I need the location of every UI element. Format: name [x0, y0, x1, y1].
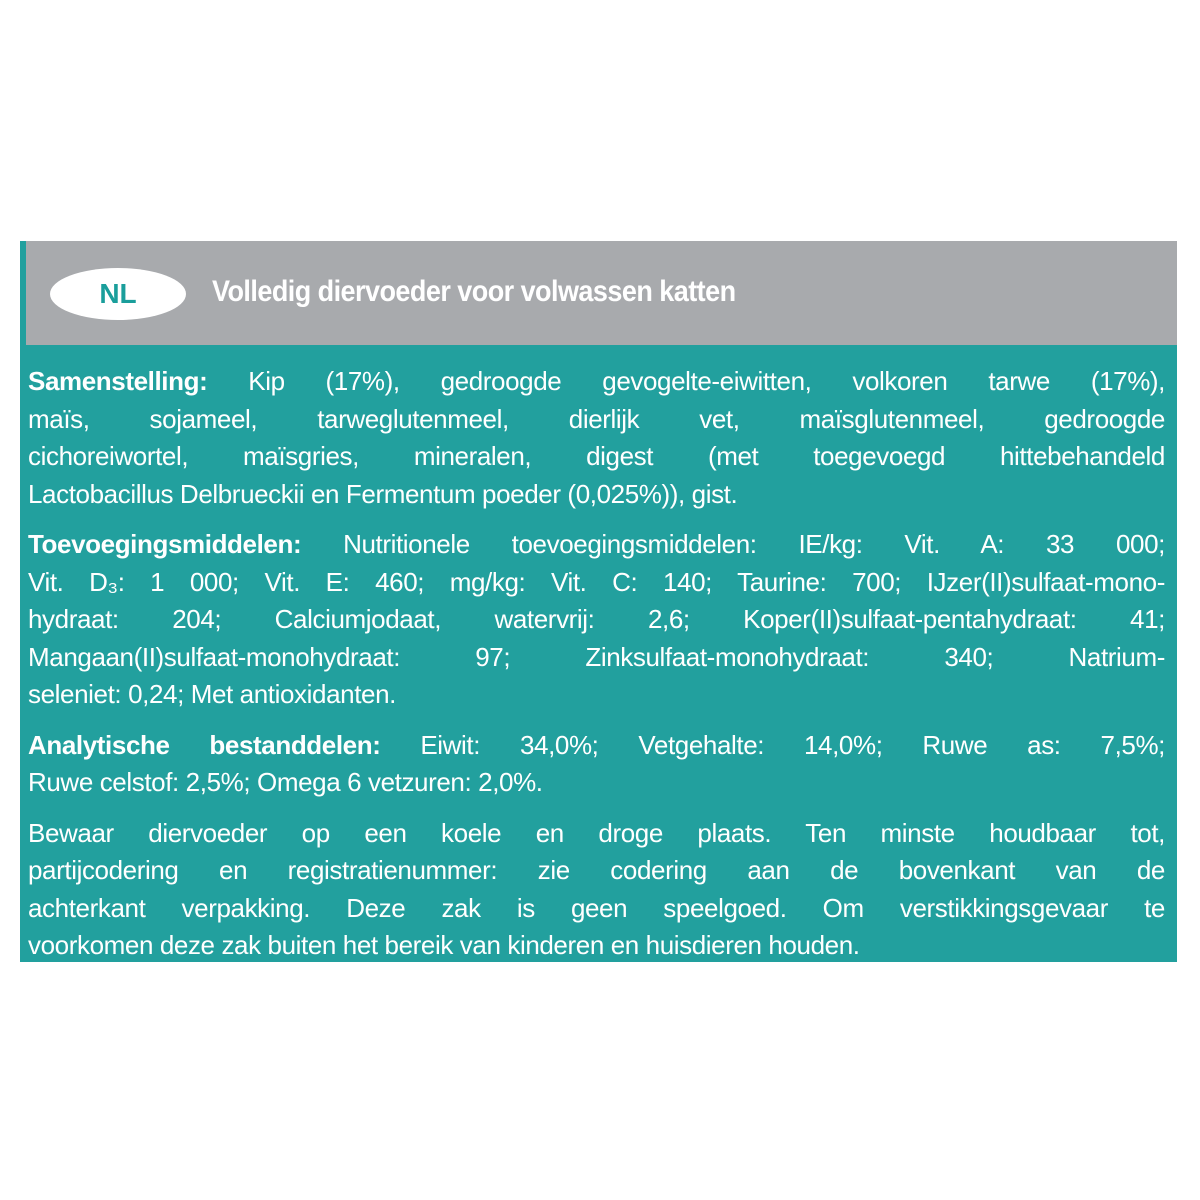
line-text: achterkant verpakking. Deze zak is geen …: [28, 892, 1165, 923]
header-band: NL Volledig diervoeder voor volwassen ka…: [26, 241, 1177, 345]
text-line: seleniet: 0,24; Met antioxidanten.: [28, 676, 1165, 714]
section-2: Toevoegingsmiddelen: Nutritionele toevoe…: [28, 526, 1165, 714]
text-line: Samenstelling: Kip (17%), gedroogde gevo…: [28, 363, 1165, 401]
text-line: Lactobacillus Delbrueckii en Fermentum p…: [28, 476, 1165, 514]
text-line: Analytische bestanddelen: Eiwit: 34,0%; …: [28, 727, 1165, 765]
line-text: Vit. D₃: 1 000; Vit. E: 460; mg/kg: Vit.…: [28, 566, 1165, 597]
section-label: Toevoegingsmiddelen:: [28, 529, 302, 559]
text-line: voorkomen deze zak buiten het bereik van…: [28, 927, 1165, 965]
section-4: Bewaar diervoeder op een koele en droge …: [28, 815, 1165, 965]
line-text: maïs, sojameel, tarweglutenmeel, dierlij…: [28, 403, 1165, 434]
line-text: Eiwit: 34,0%; Vetgehalte: 14,0%; Ruwe as…: [380, 729, 1165, 760]
product-title: Volledig diervoeder voor volwassen katte…: [212, 275, 736, 308]
text-line: hydraat: 204; Calciumjodaat, watervrij: …: [28, 601, 1165, 639]
section-label: Analytische bestanddelen:: [28, 729, 381, 760]
text-line: achterkant verpakking. Deze zak is geen …: [28, 890, 1165, 928]
section-1: Samenstelling: Kip (17%), gedroogde gevo…: [28, 363, 1165, 513]
line-text: partijcodering en registratienummer: zie…: [28, 855, 1165, 885]
text-line: Ruwe celstof: 2,5%; Omega 6 vetzuren: 2,…: [28, 764, 1165, 802]
line-text: seleniet: 0,24; Met antioxidanten.: [28, 679, 396, 709]
text-line: Mangaan(II)sulfaat-monohydraat: 97; Zink…: [28, 639, 1165, 677]
line-text: Kip (17%), gedroogde gevogelte-eiwitten,…: [207, 366, 1165, 396]
text-line: Bewaar diervoeder op een koele en droge …: [28, 815, 1165, 853]
line-text: hydraat: 204; Calciumjodaat, watervrij: …: [28, 604, 1165, 634]
language-badge: NL: [50, 268, 186, 320]
line-text: Lactobacillus Delbrueckii en Fermentum p…: [28, 478, 738, 509]
line-text: voorkomen deze zak buiten het bereik van…: [28, 930, 860, 960]
line-text: Mangaan(II)sulfaat-monohydraat: 97; Zink…: [28, 641, 1165, 672]
text-line: Toevoegingsmiddelen: Nutritionele toevoe…: [28, 526, 1165, 564]
label-body: Samenstelling: Kip (17%), gedroogde gevo…: [28, 363, 1165, 978]
text-line: cichoreiwortel, maïsgries, mineralen, di…: [28, 438, 1165, 476]
line-text: Bewaar diervoeder op een koele en droge …: [28, 817, 1165, 848]
section-label: Samenstelling:: [28, 366, 208, 396]
text-line: maïs, sojameel, tarweglutenmeel, dierlij…: [28, 401, 1165, 439]
line-text: cichoreiwortel, maïsgries, mineralen, di…: [28, 441, 1165, 471]
line-text: Ruwe celstof: 2,5%; Omega 6 vetzuren: 2,…: [28, 767, 543, 797]
text-line: Vit. D₃: 1 000; Vit. E: 460; mg/kg: Vit.…: [28, 564, 1165, 602]
line-text: Nutritionele toevoegingsmiddelen: IE/kg:…: [301, 529, 1165, 559]
section-3: Analytische bestanddelen: Eiwit: 34,0%; …: [28, 727, 1165, 802]
label-panel: NL Volledig diervoeder voor volwassen ka…: [20, 241, 1177, 962]
text-line: partijcodering en registratienummer: zie…: [28, 852, 1165, 890]
